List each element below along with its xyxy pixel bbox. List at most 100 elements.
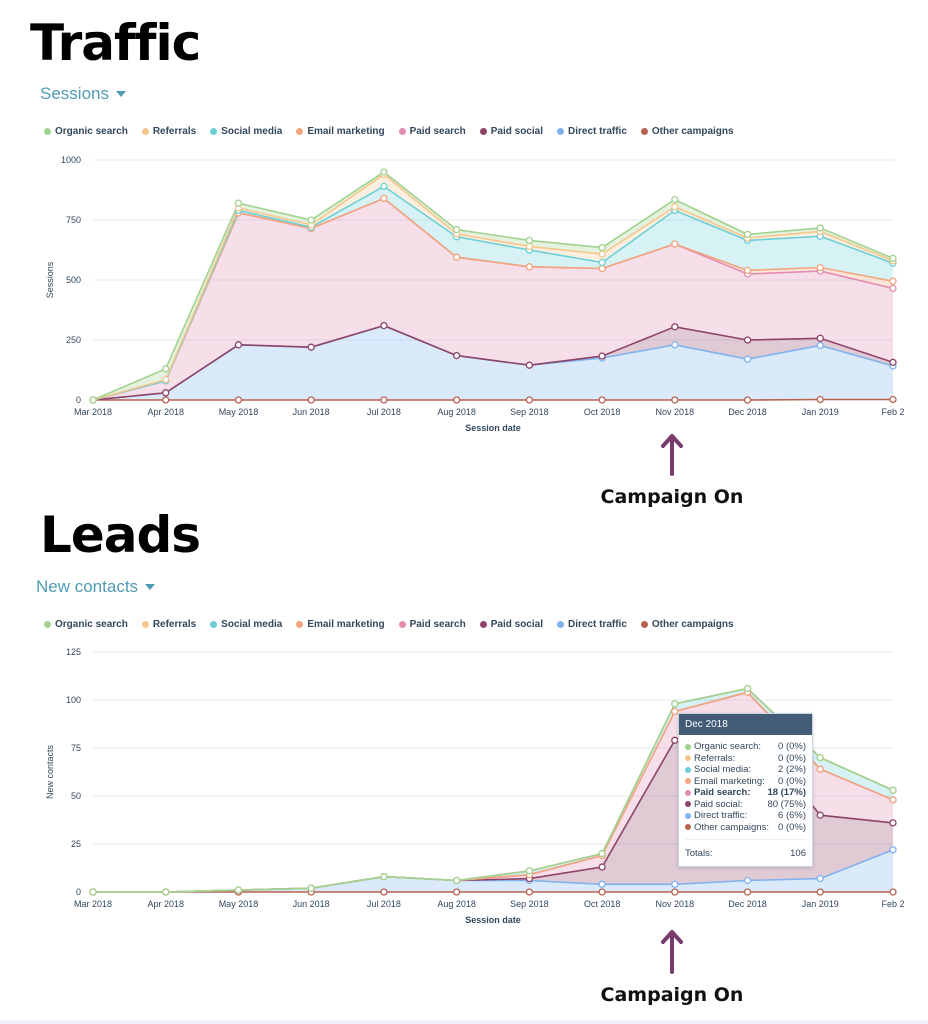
data-point[interactable]: [380, 168, 388, 176]
data-point[interactable]: [743, 876, 752, 885]
data-point[interactable]: [380, 396, 388, 404]
data-point[interactable]: [598, 243, 606, 252]
data-point[interactable]: [598, 258, 606, 267]
data-point[interactable]: [889, 254, 897, 263]
data-point[interactable]: [162, 389, 170, 397]
data-point[interactable]: [234, 199, 243, 207]
data-point[interactable]: [380, 321, 388, 330]
data-point[interactable]: [234, 396, 243, 404]
data-point[interactable]: [380, 194, 388, 203]
data-point[interactable]: [743, 684, 752, 693]
data-point[interactable]: [671, 396, 679, 404]
data-point[interactable]: [598, 352, 606, 360]
data-point[interactable]: [671, 203, 679, 211]
data-point[interactable]: [671, 700, 679, 708]
data-point[interactable]: [816, 765, 824, 773]
data-point[interactable]: [598, 880, 606, 888]
legend-item[interactable]: Email marketing: [296, 126, 385, 137]
data-point[interactable]: [598, 264, 606, 273]
data-point[interactable]: [452, 225, 461, 234]
data-point[interactable]: [307, 343, 315, 351]
data-point[interactable]: [234, 341, 243, 349]
data-point[interactable]: [234, 886, 243, 894]
data-point[interactable]: [816, 753, 824, 762]
legend-item[interactable]: Paid social: [479, 126, 543, 137]
data-point[interactable]: [525, 396, 534, 404]
legend-item[interactable]: Direct traffic: [556, 126, 627, 137]
data-point[interactable]: [162, 888, 170, 896]
data-point[interactable]: [380, 182, 388, 191]
data-point[interactable]: [743, 888, 752, 896]
data-point[interactable]: [162, 375, 170, 384]
legend-item[interactable]: Referrals: [141, 126, 196, 137]
data-point[interactable]: [380, 888, 388, 896]
data-point[interactable]: [525, 263, 534, 271]
legend-item[interactable]: Organic search: [44, 619, 128, 630]
data-point[interactable]: [671, 341, 679, 349]
legend-item[interactable]: Direct traffic: [556, 619, 627, 630]
data-point[interactable]: [743, 336, 752, 344]
legend-item[interactable]: Referrals: [141, 619, 196, 630]
new-contacts-dropdown[interactable]: New contacts: [36, 577, 156, 597]
data-point[interactable]: [671, 195, 679, 204]
data-point[interactable]: [816, 888, 824, 896]
data-point[interactable]: [598, 888, 606, 896]
data-point[interactable]: [671, 240, 679, 248]
data-point[interactable]: [889, 796, 897, 804]
data-point[interactable]: [307, 216, 315, 224]
data-point[interactable]: [525, 236, 534, 245]
legend-item[interactable]: Paid search: [398, 126, 466, 137]
data-point[interactable]: [671, 736, 679, 744]
sessions-dropdown[interactable]: Sessions: [40, 84, 126, 104]
data-point[interactable]: [889, 888, 897, 896]
data-point[interactable]: [743, 355, 752, 363]
data-point[interactable]: [671, 888, 679, 896]
data-point[interactable]: [889, 284, 897, 293]
legend-item[interactable]: Email marketing: [296, 619, 385, 630]
data-point[interactable]: [743, 266, 752, 275]
legend-item[interactable]: Paid search: [398, 619, 466, 630]
data-point[interactable]: [452, 888, 461, 896]
legend-item[interactable]: Other campaigns: [640, 126, 734, 137]
data-point[interactable]: [743, 396, 752, 404]
data-point[interactable]: [743, 230, 752, 239]
data-point[interactable]: [162, 365, 170, 373]
legend-item[interactable]: Other campaigns: [640, 619, 734, 630]
data-point[interactable]: [671, 880, 679, 888]
data-point[interactable]: [380, 872, 388, 881]
data-point[interactable]: [307, 396, 315, 404]
data-point[interactable]: [816, 811, 824, 819]
data-point[interactable]: [598, 396, 606, 404]
data-point[interactable]: [525, 867, 534, 875]
legend-item[interactable]: Organic search: [44, 126, 128, 137]
data-point[interactable]: [598, 849, 606, 858]
data-point[interactable]: [89, 888, 97, 896]
data-point[interactable]: [889, 358, 897, 366]
data-point[interactable]: [816, 334, 824, 342]
data-point[interactable]: [162, 396, 170, 404]
data-point[interactable]: [452, 396, 461, 404]
data-point[interactable]: [889, 395, 897, 404]
data-point[interactable]: [525, 242, 534, 251]
data-point[interactable]: [525, 888, 534, 896]
data-point[interactable]: [889, 786, 897, 794]
data-point[interactable]: [816, 263, 824, 272]
legend-item[interactable]: Social media: [210, 126, 282, 137]
data-point[interactable]: [452, 253, 461, 261]
data-point[interactable]: [89, 396, 97, 404]
data-point[interactable]: [671, 323, 679, 331]
data-point[interactable]: [889, 846, 897, 854]
legend-item[interactable]: Social media: [210, 619, 282, 630]
data-point[interactable]: [671, 707, 679, 716]
data-point[interactable]: [598, 250, 606, 258]
data-point[interactable]: [889, 819, 897, 827]
data-point[interactable]: [816, 341, 824, 350]
data-point[interactable]: [816, 395, 824, 404]
data-point[interactable]: [816, 874, 824, 883]
data-point[interactable]: [816, 224, 824, 232]
legend-item[interactable]: Paid social: [479, 619, 543, 630]
data-point[interactable]: [452, 876, 461, 885]
data-point[interactable]: [598, 863, 606, 871]
data-point[interactable]: [452, 351, 461, 360]
data-point[interactable]: [307, 884, 315, 892]
